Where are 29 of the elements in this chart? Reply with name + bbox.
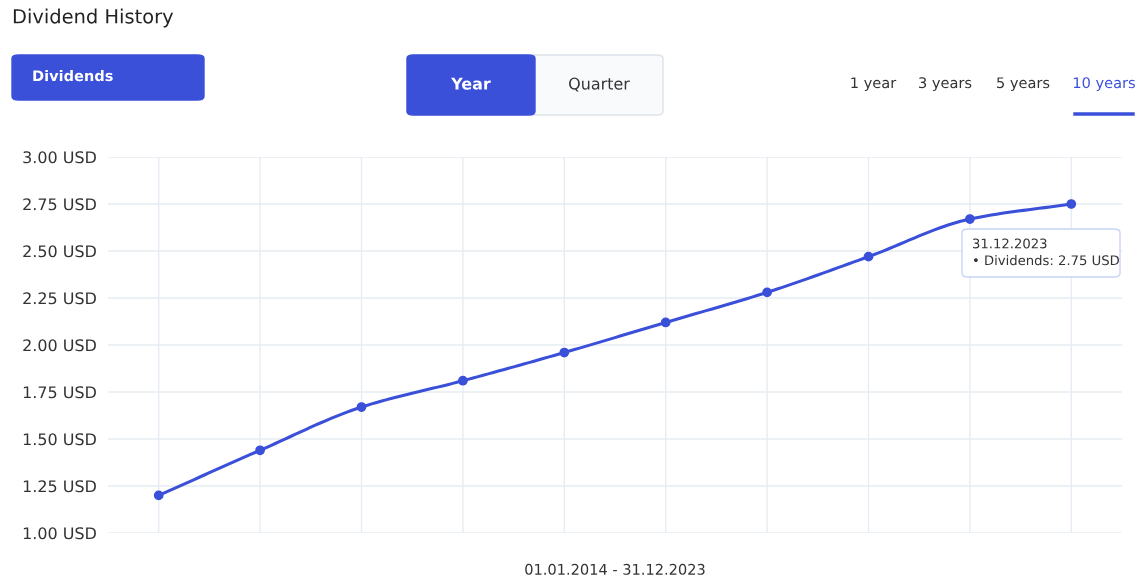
y-tick-label: 1.00 USD (23, 527, 96, 540)
chart-title: Dividend History (13, 8, 174, 28)
point (660, 317, 671, 328)
point (965, 214, 975, 224)
y-tick-label: 2.50 USD (23, 245, 96, 258)
point (255, 445, 265, 456)
point (863, 251, 874, 262)
text: 5 years (997, 77, 1050, 92)
y-tick-label: 2.75 USD (23, 198, 96, 211)
point (1066, 199, 1077, 209)
text: Quarter (569, 77, 630, 92)
text: 1 year (851, 77, 897, 92)
point (559, 347, 570, 358)
text: Dividends (33, 69, 113, 82)
y-tick-label: 2.00 USD (23, 339, 96, 352)
y-tick-label: 1.25 USD (23, 480, 96, 493)
point (356, 402, 367, 412)
text: 10 years (1073, 77, 1135, 92)
text: Year (451, 77, 491, 90)
text: 3 years (919, 77, 972, 92)
annotation: 31.12.2023 • Dividends: 2.75 USD (973, 238, 1120, 266)
y-tick-label: 3.00 USD (23, 151, 96, 164)
y-tick-label: 1.75 USD (23, 386, 96, 399)
y-tick-label: 2.25 USD (23, 292, 96, 305)
point (153, 490, 164, 501)
point (762, 287, 772, 298)
point (458, 375, 468, 386)
y-tick-label: 1.50 USD (23, 433, 96, 446)
x-axis-title: 01.01.2014 - 31.12.2023 (525, 563, 705, 575)
